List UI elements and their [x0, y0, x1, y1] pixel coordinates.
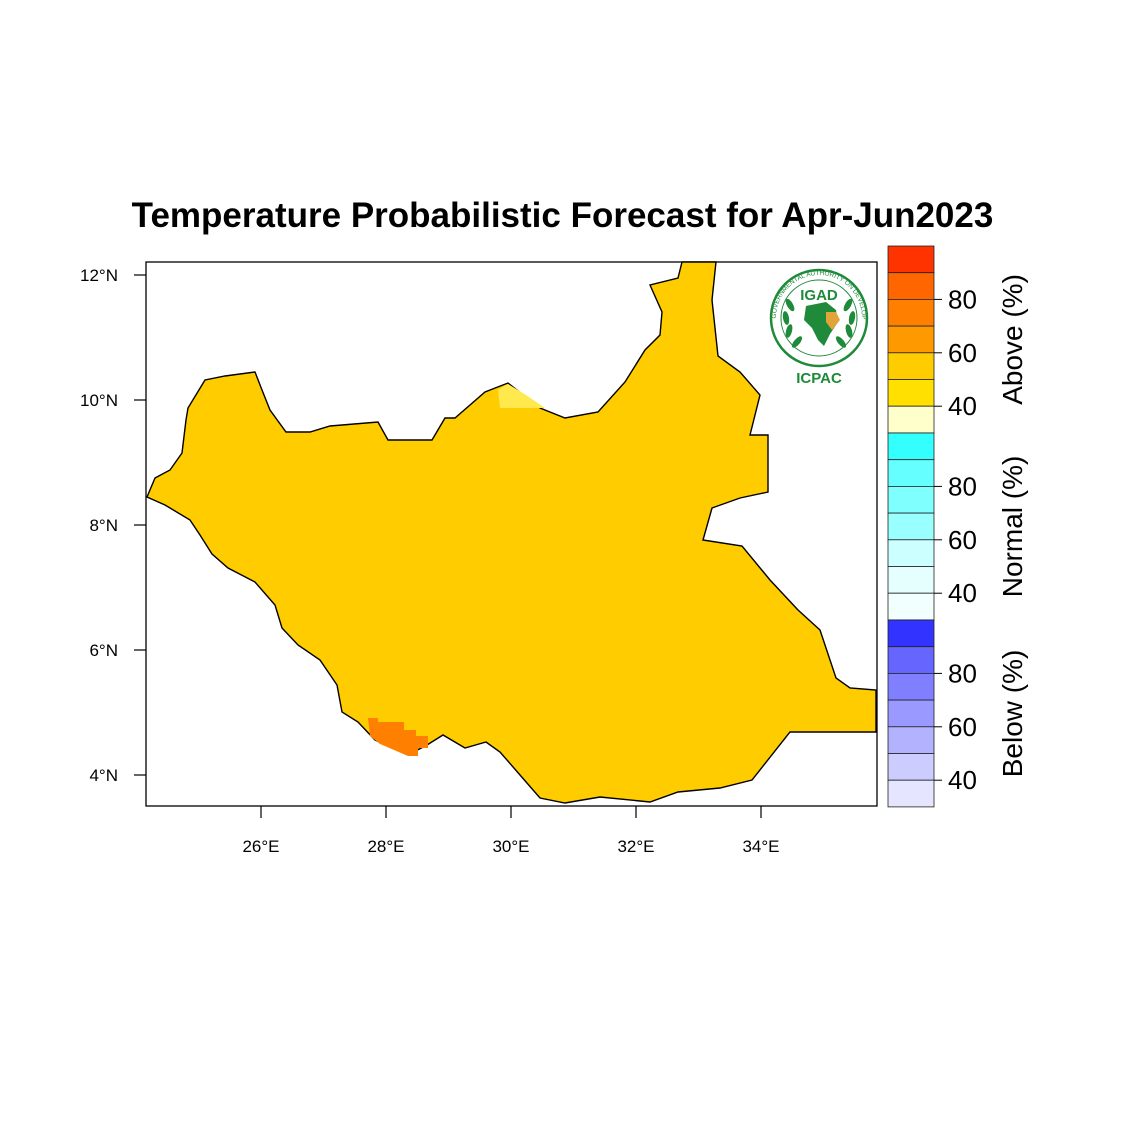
colorbar-tick-label: 80 — [948, 658, 977, 688]
colorbar-swatch — [887, 512, 935, 541]
colorbar-swatch — [887, 646, 935, 674]
lat-tick-label: 4°N — [89, 766, 118, 785]
logo-acronym: IGAD — [800, 287, 838, 304]
colorbar-group-title: Below (%) — [997, 650, 1028, 778]
colorbar-swatch — [887, 539, 935, 567]
logo-inner-ring — [780, 279, 858, 357]
colorbar-swatch — [887, 379, 935, 407]
forecast-fill-above-50-60 — [146, 261, 877, 804]
colorbar-swatch — [887, 352, 935, 380]
colorbar-swatch — [887, 619, 935, 648]
lon-tick-label: 26°E — [242, 837, 279, 856]
igad-region-icon — [826, 312, 840, 330]
lat-tick-label: 12°N — [80, 266, 118, 285]
colorbar-group-title: Above (%) — [997, 274, 1028, 405]
colorbar-swatch — [887, 272, 935, 300]
lon-axis: 26°E 28°E 30°E 32°E 34°E — [242, 806, 780, 856]
colorbar-tick-label: 80 — [948, 471, 977, 501]
colorbar-swatch — [887, 459, 935, 487]
colorbar-tick-label: 80 — [948, 284, 977, 314]
colorbar-swatch — [887, 699, 935, 728]
colorbar-tick-label: 40 — [948, 391, 977, 421]
colorbar-tick-label: 60 — [948, 338, 977, 368]
colorbar-group-title: Normal (%) — [997, 456, 1028, 598]
colorbar-swatch — [887, 753, 935, 781]
colorbar-swatch — [887, 566, 935, 594]
colorbar-swatch — [887, 726, 935, 754]
colorbar-swatch — [887, 298, 935, 327]
lon-tick-label: 30°E — [492, 837, 529, 856]
colorbar-swatch — [887, 779, 935, 808]
country-south-sudan — [146, 261, 877, 804]
colorbar-swatch — [887, 245, 935, 274]
logo-name: ICPAC — [796, 370, 842, 387]
colorbar-tick-label: 40 — [948, 765, 977, 795]
colorbar-tick-label: 60 — [948, 712, 977, 742]
colorbar-swatch — [887, 325, 935, 354]
lat-tick-label: 6°N — [89, 641, 118, 660]
colorbar-swatch — [887, 405, 935, 434]
colorbar-swatch — [887, 485, 935, 514]
colorbar-swatch — [887, 432, 935, 461]
map-title: Temperature Probabilistic Forecast for A… — [131, 196, 994, 235]
forecast-fill-above-40-50 — [498, 384, 545, 408]
lon-tick-label: 28°E — [367, 837, 404, 856]
forecast-fill-above-60-70 — [368, 718, 428, 756]
colorbar-swatch — [887, 592, 935, 621]
lat-tick-label: 10°N — [80, 391, 118, 410]
laurel-icon — [782, 298, 856, 348]
colorbar-swatch — [887, 673, 935, 701]
colorbar-tick-label: 60 — [948, 525, 977, 555]
colorbar-tick-label: 40 — [948, 578, 977, 608]
lon-tick-label: 32°E — [617, 837, 654, 856]
lon-tick-label: 34°E — [742, 837, 779, 856]
lat-tick-label: 8°N — [89, 516, 118, 535]
lat-axis: 12°N 10°N 8°N 6°N 4°N — [80, 266, 146, 785]
colorbar: 80 60 40 Above (%) 80 60 40 Normal (%) 80 60 40 Bel… — [887, 245, 1028, 808]
